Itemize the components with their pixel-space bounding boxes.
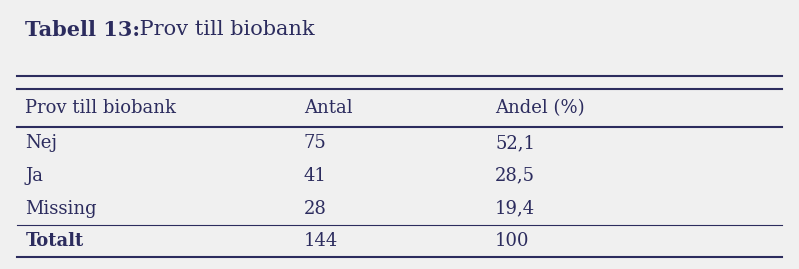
Text: Prov till biobank: Prov till biobank xyxy=(133,20,314,39)
Text: 28: 28 xyxy=(304,200,327,218)
Text: 19,4: 19,4 xyxy=(495,200,535,218)
Text: 52,1: 52,1 xyxy=(495,134,535,152)
Text: 75: 75 xyxy=(304,134,327,152)
Text: Antal: Antal xyxy=(304,99,352,117)
Text: Totalt: Totalt xyxy=(26,232,84,250)
Text: 28,5: 28,5 xyxy=(495,167,535,185)
Text: Nej: Nej xyxy=(26,134,58,152)
Text: 144: 144 xyxy=(304,232,338,250)
Text: Andel (%): Andel (%) xyxy=(495,99,585,117)
Text: 41: 41 xyxy=(304,167,327,185)
Text: Missing: Missing xyxy=(26,200,97,218)
Text: Tabell 13:: Tabell 13: xyxy=(26,20,141,40)
Text: Ja: Ja xyxy=(26,167,43,185)
Text: 100: 100 xyxy=(495,232,530,250)
Text: Prov till biobank: Prov till biobank xyxy=(26,99,177,117)
